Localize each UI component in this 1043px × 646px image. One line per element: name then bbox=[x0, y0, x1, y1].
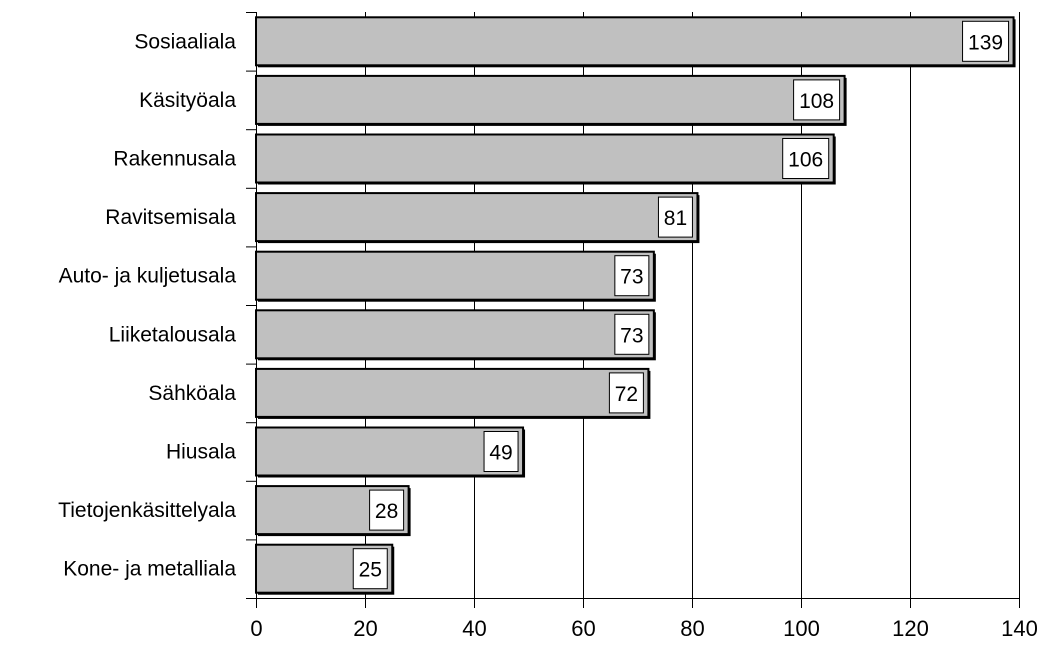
data-label: 25 bbox=[359, 559, 382, 582]
category-label: Sähköala bbox=[148, 382, 236, 405]
bar bbox=[255, 367, 650, 418]
bar bbox=[255, 250, 655, 301]
category-label: Hiusala bbox=[166, 441, 236, 464]
data-label-box bbox=[793, 79, 841, 121]
bar bbox=[255, 74, 846, 125]
bar bbox=[255, 309, 655, 360]
data-label: 73 bbox=[620, 324, 643, 347]
data-label-box bbox=[352, 548, 388, 590]
data-label-box bbox=[614, 255, 650, 297]
category-label: Ravitsemisala bbox=[105, 206, 236, 229]
category-label: Auto- ja kuljetusala bbox=[59, 265, 237, 288]
bars: 139 108 106 81 73 73 72 49 28 25 bbox=[255, 16, 1016, 595]
data-label-box bbox=[483, 431, 519, 472]
x-tick-label: 80 bbox=[680, 616, 704, 641]
bar bbox=[255, 192, 699, 243]
bar bbox=[255, 16, 1015, 67]
category-label: Käsityöala bbox=[139, 89, 236, 112]
data-label-box bbox=[614, 313, 650, 355]
data-label: 28 bbox=[375, 500, 398, 523]
data-label: 49 bbox=[489, 442, 512, 465]
data-label: 73 bbox=[620, 266, 643, 289]
data-label: 81 bbox=[664, 207, 687, 230]
x-tick-label: 140 bbox=[1001, 616, 1038, 641]
data-label-box bbox=[782, 138, 830, 179]
bar bbox=[255, 426, 525, 477]
category-label: Tietojenkäsittelyala bbox=[58, 499, 236, 522]
data-label-box bbox=[962, 20, 1010, 62]
x-tick-label: 0 bbox=[250, 616, 262, 641]
bar bbox=[255, 133, 835, 184]
data-label-box bbox=[657, 196, 693, 238]
category-label: Liiketalousala bbox=[109, 323, 237, 346]
category-label: Rakennusala bbox=[113, 148, 236, 171]
category-label: Sosiaaliala bbox=[134, 30, 236, 53]
x-tick-label: 60 bbox=[571, 616, 595, 641]
data-label-box bbox=[369, 489, 405, 531]
data-label: 72 bbox=[615, 383, 638, 406]
x-tick-label: 40 bbox=[462, 616, 486, 641]
x-tick-label: 20 bbox=[353, 616, 377, 641]
axes: Sosiaaliala Käsityöala Rakennusala Ravitsem… bbox=[58, 12, 1038, 641]
data-label: 108 bbox=[799, 90, 834, 113]
x-tick-label: 120 bbox=[892, 616, 929, 641]
x-tick-label: 100 bbox=[783, 616, 820, 641]
data-label: 106 bbox=[788, 149, 823, 172]
data-label: 139 bbox=[968, 31, 1003, 54]
category-label: Kone- ja metalliala bbox=[63, 558, 236, 581]
data-label-box bbox=[608, 372, 644, 414]
